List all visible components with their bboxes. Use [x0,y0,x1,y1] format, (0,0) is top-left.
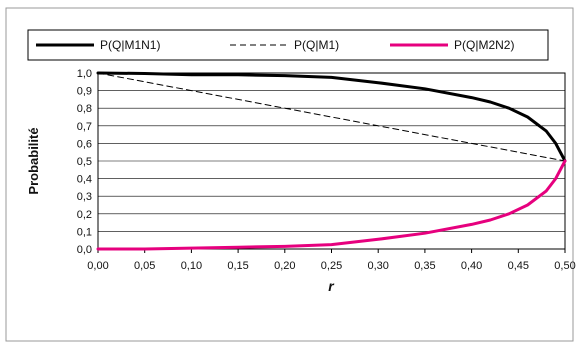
y-tick-label: 0,3 [77,191,92,203]
y-tick-label: 0,2 [77,209,92,221]
series-lines [96,71,567,251]
y-tick-label: 0,9 [77,86,92,98]
x-tick-label: 0,25 [321,260,342,272]
x-tick-label: 0,50 [554,260,575,272]
x-tick-label: 0,15 [227,260,248,272]
y-tick-label: 0,1 [77,226,92,238]
x-tick-label: 0,35 [414,260,435,272]
y-axis-title: Probabilité [26,127,41,194]
x-tick-labels: 0,00 0,05 0,10 0,15 0,20 0,25 0,30 0,35 0,40 0,45… [87,249,576,272]
grid [98,90,565,232]
x-tick-label: 0,45 [508,260,529,272]
x-tick-label: 0,10 [181,260,202,272]
x-tick-label: 0,00 [87,260,108,272]
x-tick-label: 0,40 [461,260,482,272]
y-tick-labels: 0,0 0,1 0,2 0,3 0,4 0,5 0,6 0,7 0,8 0,9 1,0 [77,68,92,256]
y-tick-label: 0,0 [77,244,92,256]
y-tick-label: 0,4 [77,174,92,186]
y-tick-label: 0,5 [77,156,92,168]
x-tick-label: 0,05 [134,260,155,272]
legend-label-series-2: P(Q|M2N2) [454,38,514,52]
series-line-2 [96,159,567,251]
series-line-1 [97,72,566,162]
legend-box [27,29,549,61]
x-tick-label: 0,20 [274,260,295,272]
legend: P(Q|M1N1) P(Q|M1) P(Q|M2N2) [27,29,549,61]
series-line-0 [96,71,567,163]
y-tick-label: 1,0 [77,68,92,80]
legend-label-series-1: P(Q|M1) [294,38,339,52]
y-tick-label: 0,7 [77,121,92,133]
legend-label-series-0: P(Q|M1N1) [100,38,160,52]
x-axis-title: r [328,278,335,294]
y-tick-label: 0,6 [77,138,92,150]
y-tick-label: 0,8 [77,103,92,115]
x-tick-label: 0,30 [367,260,388,272]
